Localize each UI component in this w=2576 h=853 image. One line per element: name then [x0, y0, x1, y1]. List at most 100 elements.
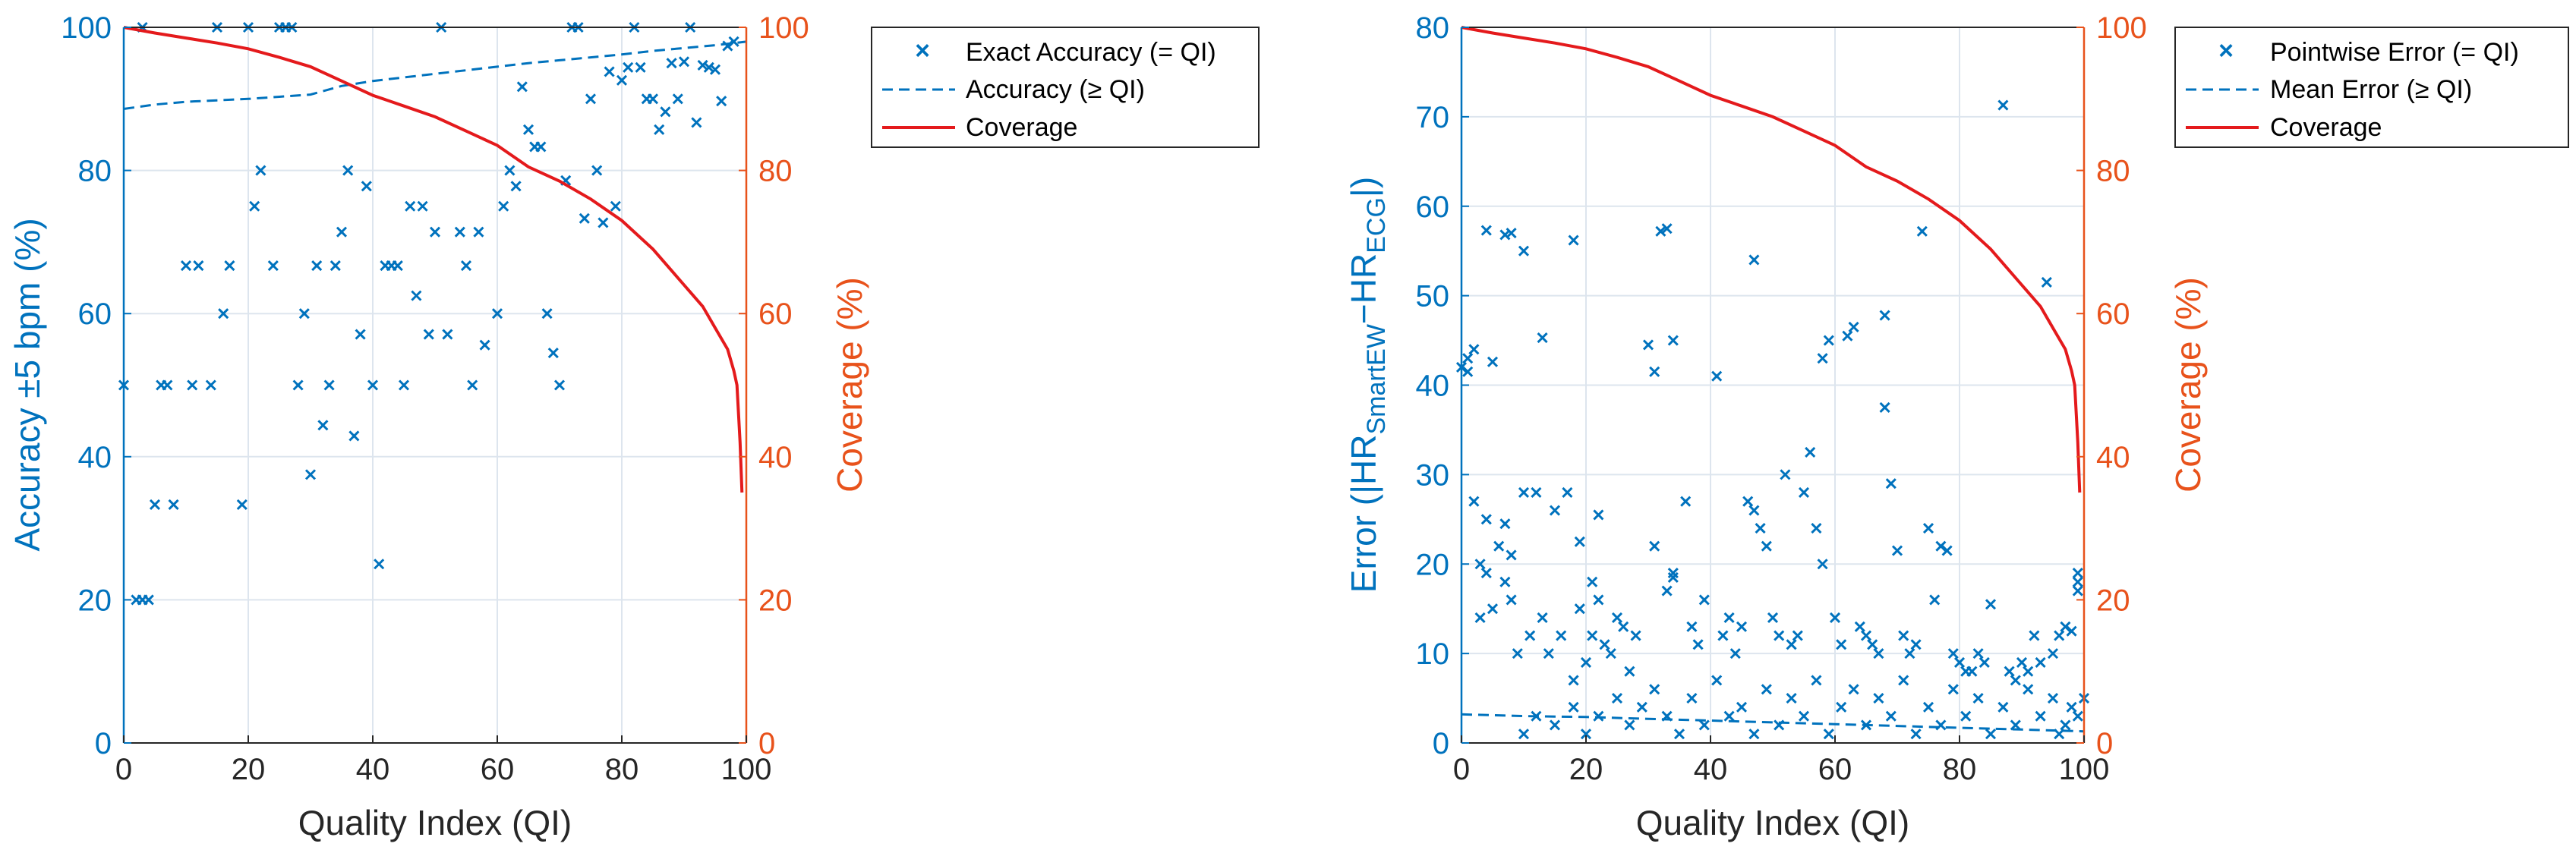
- grid: [124, 27, 746, 743]
- y-tick-label-left: 70: [1416, 101, 1450, 134]
- scatter-point: [654, 124, 665, 135]
- scatter-point: [510, 181, 522, 192]
- dashed-series-line: [1461, 713, 2085, 733]
- scatter-point: [522, 124, 534, 135]
- scatter-point: [1698, 594, 1710, 606]
- scatter-point: [1474, 612, 1486, 624]
- legend-marker-x-icon: ×: [915, 36, 930, 65]
- x-tick-label: 100: [721, 753, 772, 786]
- scatter-point: [1506, 594, 1517, 606]
- scatter-point: [473, 226, 484, 238]
- legend-entry-coverage: Coverage: [966, 113, 1077, 142]
- scatter-point: [454, 226, 465, 238]
- scatter-point: [1680, 496, 1692, 507]
- scatter-point: [547, 348, 559, 359]
- scatter-point: [323, 379, 335, 391]
- scatter-point: [162, 379, 173, 391]
- y-tick-label-right: 80: [758, 155, 793, 188]
- scatter-point: [224, 260, 235, 272]
- y-tick-label-left: 60: [1416, 190, 1450, 224]
- scatter-point: [1518, 486, 1530, 499]
- scatter-point: [1462, 366, 1474, 377]
- scatter-point: [1499, 518, 1511, 530]
- scatter-point: [553, 379, 566, 391]
- y-axis-label-left: Accuracy ±5 bpm (%): [8, 218, 47, 551]
- scatter-point: [1972, 693, 1984, 704]
- scatter-point: [1848, 321, 1859, 332]
- scatter-point: [255, 165, 266, 176]
- scatter-point: [460, 260, 472, 272]
- scatter-point: [1506, 549, 1517, 561]
- ylabel-part-end: |): [1344, 177, 1383, 197]
- scatter-point: [1661, 585, 1673, 596]
- scatter-point: [2016, 656, 2028, 668]
- scatter-point: [1512, 648, 1523, 659]
- scatter-point: [1605, 648, 1616, 659]
- scatter-point: [1786, 693, 1797, 704]
- scatter-point: [591, 165, 603, 176]
- scatter-point: [1960, 710, 1972, 722]
- x-tick-label: 60: [1818, 753, 1852, 786]
- x-tick-label: 20: [1569, 753, 1603, 786]
- scatter-point: [1574, 603, 1585, 615]
- scatter-point: [1673, 729, 1685, 740]
- x-tick-label: 100: [2059, 753, 2110, 786]
- y-axis-label-left: Error (|HRSmartEW−HRECG|): [1344, 177, 1391, 593]
- scatter-point: [1649, 540, 1660, 552]
- legend-entry-coverage: Coverage: [2270, 113, 2382, 142]
- scatter-point: [329, 260, 341, 272]
- scatter-point: [1580, 729, 1592, 740]
- scatter-point: [143, 594, 154, 606]
- scatter-point: [2029, 630, 2040, 641]
- scatter-point: [1736, 621, 1748, 632]
- scatter-point: [1462, 353, 1474, 364]
- y-tick-label-right: 40: [758, 441, 793, 474]
- scatter-point: [304, 469, 317, 480]
- scatter-point: [1611, 612, 1623, 624]
- scatter-point: [2072, 576, 2083, 587]
- scatter-point: [1922, 523, 1934, 534]
- scatter-point: [342, 165, 354, 176]
- scatter-point: [218, 308, 229, 319]
- scatter-point: [1568, 675, 1579, 686]
- scatter-point: [541, 308, 553, 319]
- dashed-series-line: [123, 40, 747, 110]
- scatter-point: [1748, 729, 1760, 740]
- scatter-point: [2072, 710, 2083, 722]
- scatter-point: [1780, 469, 1791, 480]
- x-tick-label: 0: [1453, 753, 1470, 786]
- scatter-point: [2047, 648, 2059, 659]
- scatter-point: [1524, 630, 1536, 641]
- x-tick-label: 80: [605, 753, 639, 786]
- scatter-point: [1997, 99, 2009, 111]
- scatter-point: [1587, 576, 1598, 587]
- scatter-point: [1580, 656, 1592, 668]
- scatter-point: [1767, 612, 1779, 624]
- scatter-point: [2035, 710, 2046, 722]
- legend-entry-mean-error: Mean Error (≥ QI): [2270, 75, 2472, 104]
- scatter-point: [1786, 639, 1797, 650]
- scatter-point: [604, 66, 615, 77]
- legend-entry-exact-accuracy: Exact Accuracy (= QI): [966, 38, 1216, 67]
- scatter-point: [1817, 559, 1828, 570]
- scatter-point: [398, 379, 410, 391]
- scatter-point: [1618, 621, 1629, 632]
- scatter-point: [1774, 630, 1785, 641]
- scatter-point: [1885, 478, 1897, 489]
- scatter-point: [1811, 675, 1822, 686]
- scatter-point: [1953, 656, 1966, 668]
- scatter-point: [1805, 446, 1816, 458]
- scatter-point: [1972, 648, 1984, 659]
- scatter-point: [1698, 719, 1710, 731]
- scatter-point: [1624, 666, 1635, 677]
- scatter-point: [1748, 254, 1760, 266]
- scatter-point: [1549, 719, 1561, 731]
- scatter-point: [149, 499, 161, 511]
- scatter-point: [1836, 701, 1847, 713]
- legend-entry-pointwise-error: Pointwise Error (= QI): [2270, 38, 2519, 67]
- scatter-point: [180, 260, 192, 272]
- scatter-point: [467, 379, 478, 391]
- scatter-point: [249, 200, 260, 212]
- scatter-point: [1929, 594, 1941, 606]
